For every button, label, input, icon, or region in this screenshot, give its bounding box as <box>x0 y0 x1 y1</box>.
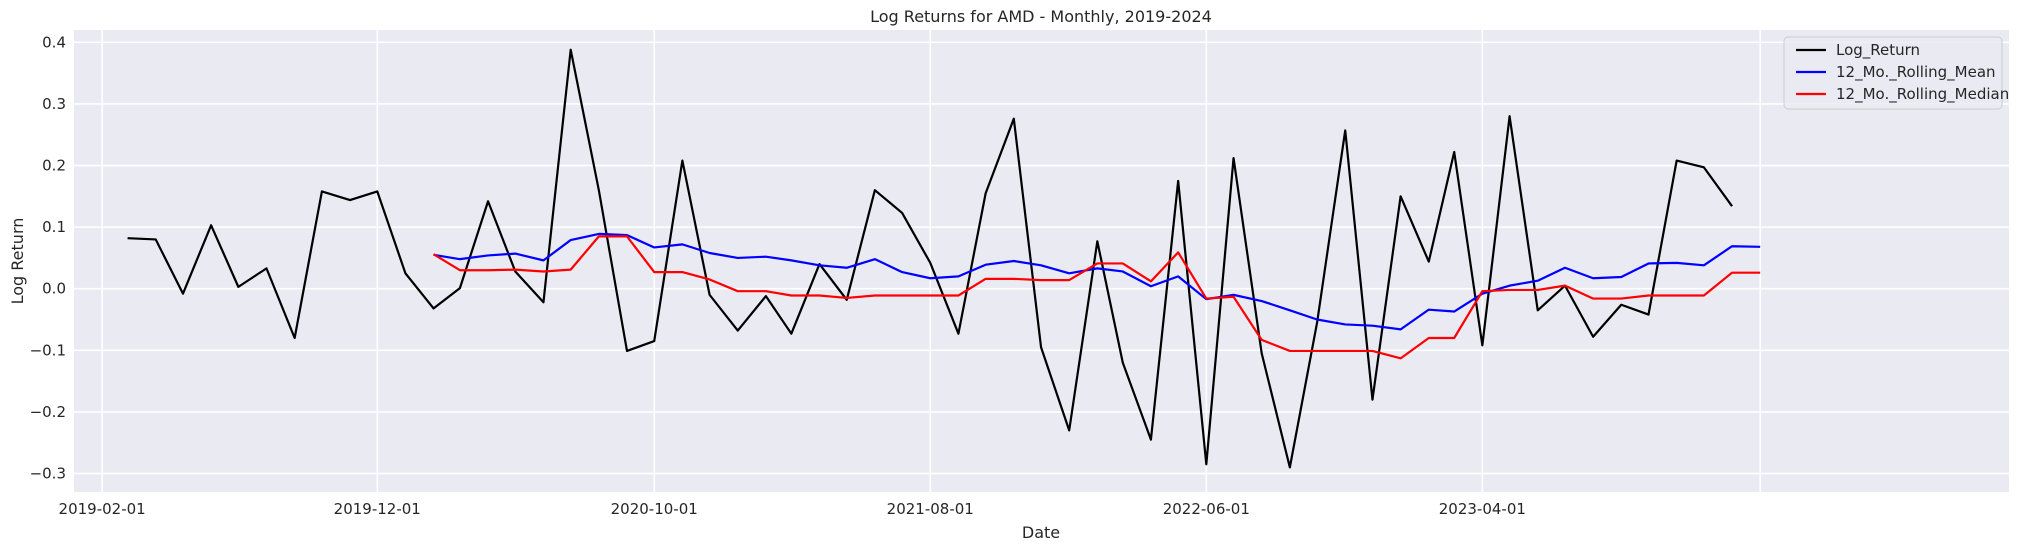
y-tick-label: 0.0 <box>42 280 66 298</box>
series-line-3 <box>433 235 1761 360</box>
series-lines <box>127 48 1761 469</box>
x-tick-label: 2020-10-01 <box>611 500 698 518</box>
x-tick-label: 2019-02-01 <box>59 500 146 518</box>
x-tick-labels: 2019-02-01 2019-12-01 2020-10-01 2021-08-01… <box>59 500 1526 518</box>
legend: Log_Return 12_Mo._Rolling_Mean 12_Mo._Roll… <box>1783 36 2009 110</box>
y-axis-label: Log Return <box>8 218 27 305</box>
legend-label: Log_Return <box>1836 41 1920 60</box>
y-tick-label: −0.3 <box>30 465 66 483</box>
legend-label: 12_Mo._Rolling_Median <box>1836 85 2009 104</box>
y-tick-labels: 0.4 0.3 0.2 0.1 0.0 −0.1 −0.2 −0.3 <box>30 33 66 482</box>
y-tick-label: −0.2 <box>30 403 66 421</box>
y-tick-label: −0.1 <box>30 341 66 359</box>
plot-area <box>74 30 2009 492</box>
x-tick-label: 2022-06-01 <box>1163 500 1250 518</box>
grid <box>74 30 2009 492</box>
legend-box <box>1783 36 2003 110</box>
x-tick-label: 2019-12-01 <box>334 500 421 518</box>
series-line-1 <box>127 48 1733 469</box>
chart-title: Log Returns for AMD - Monthly, 2019-2024 <box>870 7 1212 26</box>
x-tick-label: 2021-08-01 <box>887 500 974 518</box>
x-axis-label: Date <box>1022 523 1060 542</box>
legend-label: 12_Mo._Rolling_Mean <box>1836 63 1996 82</box>
y-tick-label: 0.4 <box>42 33 66 51</box>
x-tick-label: 2023-04-01 <box>1439 500 1526 518</box>
y-tick-label: 0.2 <box>42 157 66 175</box>
y-tick-label: 0.1 <box>42 218 66 236</box>
series-line-2 <box>433 232 1761 331</box>
y-tick-label: 0.3 <box>42 95 66 113</box>
